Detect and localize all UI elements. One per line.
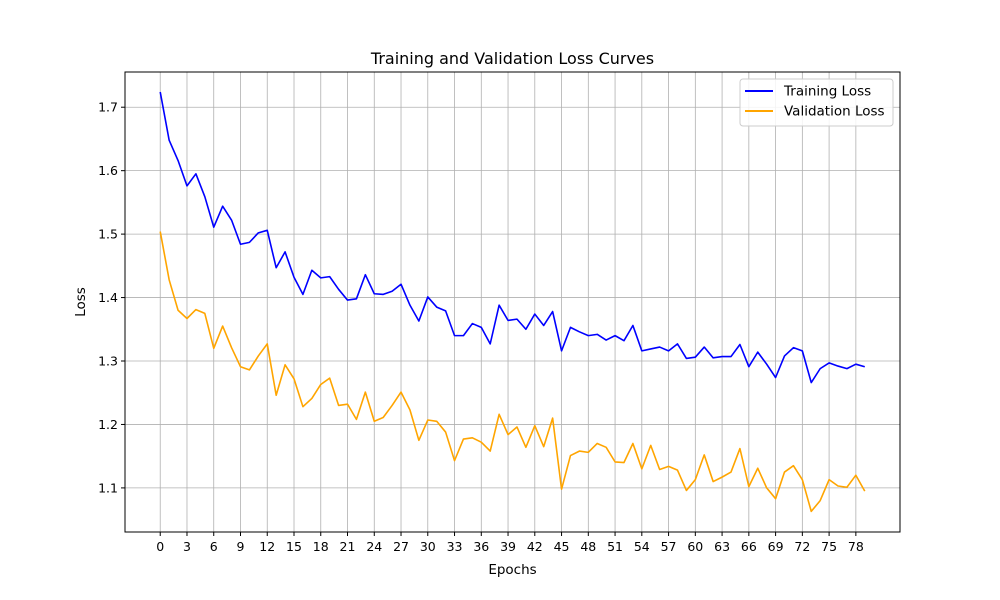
series-line-training-loss	[159, 91, 865, 384]
x-tick-label: 39	[500, 539, 516, 554]
x-tick-label: 21	[340, 539, 356, 554]
x-tick-label: 69	[768, 539, 784, 554]
x-tick-label: 6	[210, 539, 218, 554]
x-tick-label: 66	[741, 539, 757, 554]
x-tick-label: 63	[714, 539, 730, 554]
axis-ticks: 0 3 6 9 12 15 18 21 24 27 30 33 36 39 42 45 48 51 54 57 60 63…	[98, 100, 864, 554]
x-tick-label: 30	[420, 539, 436, 554]
grid	[125, 72, 900, 532]
x-tick-label: 72	[794, 539, 810, 554]
x-tick-label: 45	[554, 539, 570, 554]
x-tick-label: 78	[848, 539, 864, 554]
y-tick-label: 1.5	[98, 227, 118, 242]
x-tick-label: 42	[527, 539, 543, 554]
y-tick-label: 1.3	[98, 354, 118, 369]
x-tick-label: 60	[687, 539, 703, 554]
x-tick-label: 51	[607, 539, 623, 554]
series-lines	[159, 91, 866, 513]
y-tick-label: 1.4	[98, 290, 118, 305]
x-tick-label: 24	[366, 539, 382, 554]
y-tick-label: 1.7	[98, 100, 118, 115]
y-axis-title: Loss	[73, 287, 89, 317]
x-tick-label: 36	[473, 539, 489, 554]
x-tick-label: 27	[393, 539, 409, 554]
x-tick-label: 18	[313, 539, 329, 554]
x-tick-label: 33	[447, 539, 463, 554]
series-line-validation-loss	[159, 231, 866, 513]
x-tick-label: 57	[661, 539, 677, 554]
x-tick-label: 48	[580, 539, 596, 554]
x-tick-label: 12	[259, 539, 275, 554]
x-tick-label: 0	[156, 539, 164, 554]
plot-frame	[124, 71, 901, 533]
y-tick-label: 1.1	[98, 480, 118, 495]
y-tick-label: 1.2	[98, 417, 118, 432]
x-tick-label: 9	[237, 539, 245, 554]
y-tick-label: 1.6	[98, 163, 118, 178]
legend-label-validation-loss: Validation Loss	[784, 104, 885, 120]
x-tick-label: 54	[634, 539, 650, 554]
x-tick-label: 15	[286, 539, 302, 554]
chart-title: Training and Validation Loss Curves	[370, 49, 654, 68]
x-tick-label: 3	[183, 539, 191, 554]
legend-box	[739, 78, 894, 127]
legend: Training Loss Validation Loss	[739, 78, 894, 127]
x-axis-title: Epochs	[488, 562, 536, 578]
x-tick-label: 75	[821, 539, 837, 554]
legend-label-training-loss: Training Loss	[783, 84, 871, 100]
